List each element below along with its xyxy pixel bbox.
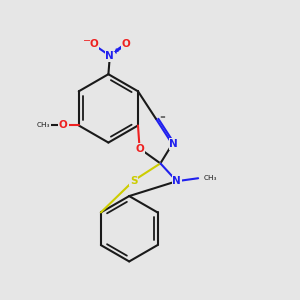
Text: CH₃: CH₃	[37, 122, 50, 128]
Text: −: −	[83, 36, 91, 46]
Text: O: O	[122, 40, 130, 50]
Text: =: =	[159, 114, 165, 120]
Text: O: O	[89, 40, 98, 50]
Text: CH₃: CH₃	[204, 175, 218, 181]
Text: N: N	[172, 176, 181, 186]
Text: +: +	[112, 47, 119, 56]
Text: O: O	[59, 121, 68, 130]
Text: S: S	[130, 176, 137, 186]
Text: N: N	[106, 51, 114, 61]
Text: N: N	[169, 139, 178, 149]
Text: O: O	[135, 143, 144, 154]
